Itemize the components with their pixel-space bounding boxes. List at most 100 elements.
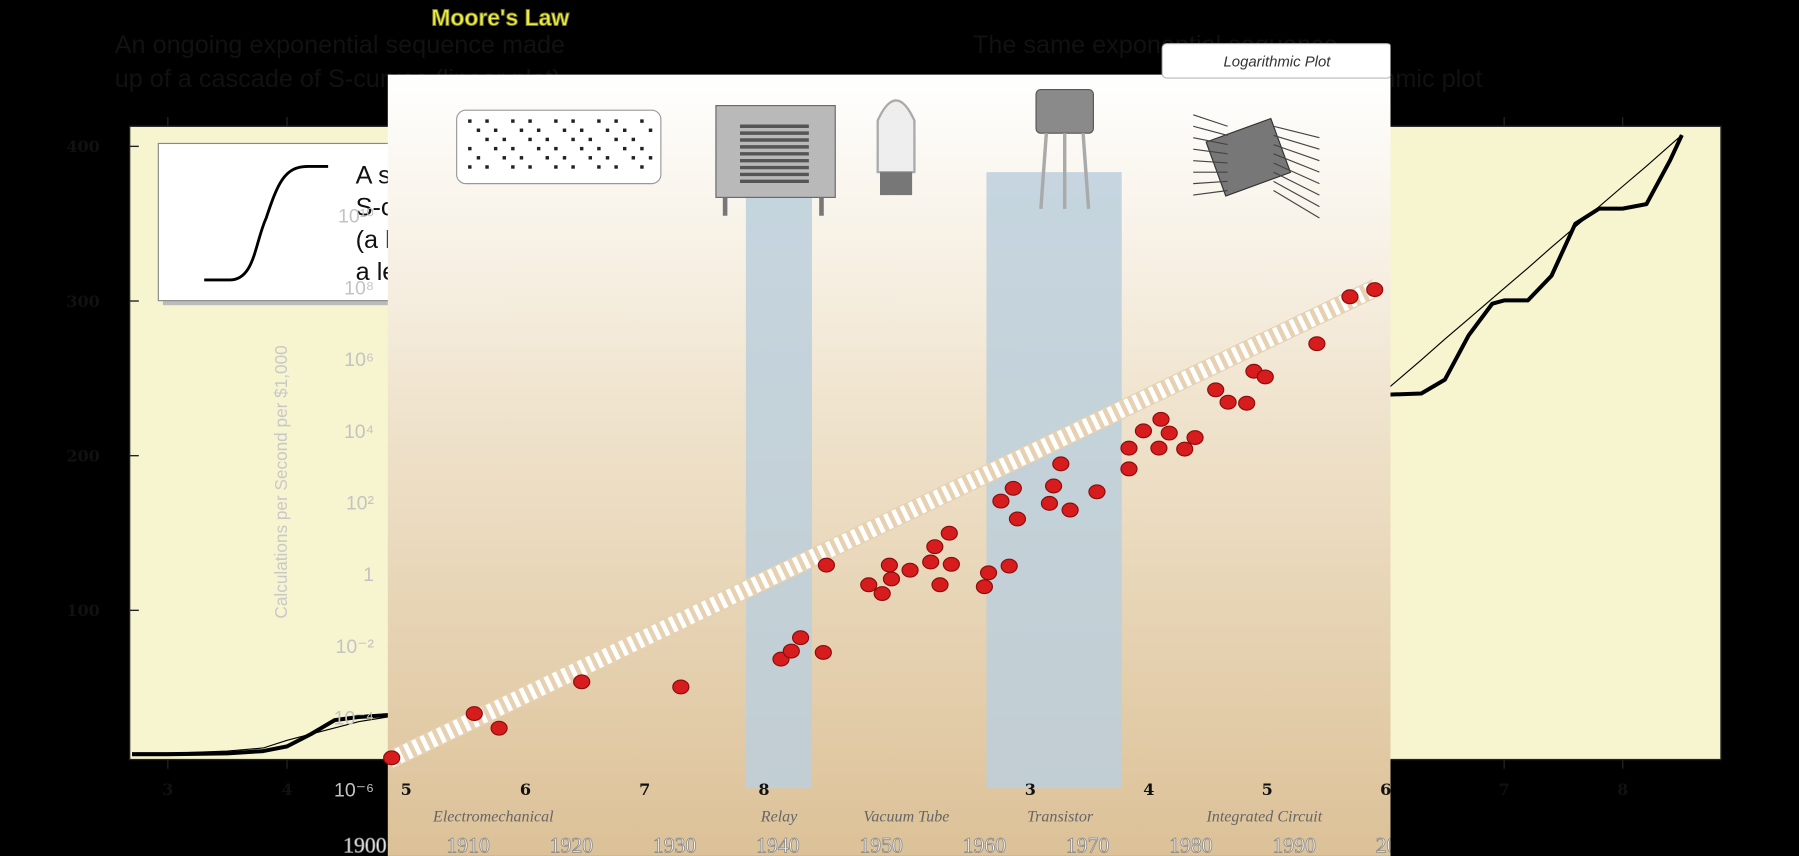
transistor-can bbox=[1035, 88, 1094, 134]
trend-line bbox=[386, 280, 1381, 768]
punch-hole bbox=[528, 165, 532, 169]
ic-wire bbox=[1193, 125, 1228, 136]
data-point bbox=[1040, 495, 1059, 511]
data-point bbox=[940, 525, 958, 541]
legend-icon bbox=[204, 164, 329, 282]
moore-overlay: Electromechanical Relay Vacuum Tube Transis… bbox=[343, 43, 1391, 856]
tube-base bbox=[879, 172, 913, 196]
x-tick-label: 7 bbox=[1499, 780, 1510, 799]
punch-hole bbox=[571, 119, 575, 123]
data-point bbox=[1219, 394, 1237, 410]
ic-wire bbox=[1193, 180, 1228, 185]
punch-hole bbox=[502, 156, 506, 160]
data-point bbox=[490, 720, 508, 736]
ic-wire bbox=[1273, 134, 1320, 150]
data-point bbox=[1004, 480, 1022, 496]
data-point bbox=[1000, 558, 1018, 574]
data-point bbox=[1238, 395, 1256, 411]
punch-hole bbox=[511, 146, 515, 151]
data-point bbox=[1052, 456, 1070, 472]
punch-hole bbox=[597, 146, 601, 151]
punch-hole bbox=[493, 128, 498, 132]
device-images bbox=[456, 88, 1320, 219]
punch-hole bbox=[536, 146, 541, 151]
punch-hole bbox=[614, 119, 618, 123]
data-point bbox=[1088, 484, 1106, 500]
log-y-tick-label: 10⁻² bbox=[336, 636, 375, 658]
subtitle-box bbox=[1161, 43, 1391, 79]
data-point bbox=[1186, 430, 1204, 446]
y-tick-label: 200 bbox=[66, 446, 100, 465]
data-point bbox=[817, 557, 836, 573]
year-label: 1940 bbox=[756, 834, 800, 856]
punch-hole bbox=[597, 165, 601, 169]
transistor-lead bbox=[1039, 133, 1049, 209]
data-point bbox=[860, 577, 878, 593]
punch-hole bbox=[640, 119, 644, 123]
punch-hole bbox=[562, 128, 567, 132]
data-point bbox=[1207, 382, 1225, 398]
punch-hole bbox=[622, 146, 627, 151]
overlay-panel bbox=[387, 74, 1391, 856]
data-point bbox=[1044, 478, 1063, 494]
x-tick-label: 7 bbox=[639, 780, 650, 799]
punch-hole bbox=[511, 119, 515, 123]
punch-hole bbox=[631, 137, 636, 142]
log-y-tick-label: 10⁻⁶ bbox=[334, 779, 374, 801]
punch-hole bbox=[648, 156, 653, 160]
y-tick-label: 100 bbox=[66, 601, 100, 620]
punch-hole bbox=[614, 137, 618, 142]
ic-wire bbox=[1273, 162, 1320, 185]
data-point bbox=[465, 706, 483, 722]
y-tick-label: 300 bbox=[66, 292, 100, 311]
punch-hole bbox=[579, 128, 584, 132]
punch-hole bbox=[571, 137, 575, 142]
punch-hole bbox=[640, 165, 644, 169]
ic-chip bbox=[1205, 117, 1292, 197]
era-label: Transistor bbox=[1027, 809, 1094, 826]
data-point bbox=[672, 679, 690, 695]
log-y-tick-label: 10⁸ bbox=[344, 277, 374, 299]
ic-wire bbox=[1193, 148, 1228, 155]
era-label: Electromechanical bbox=[432, 809, 554, 826]
ic-wire bbox=[1273, 153, 1320, 173]
annotation: An ongoing exponential sequence made bbox=[115, 31, 565, 59]
year-label: 1900 bbox=[343, 834, 387, 856]
data-point bbox=[926, 539, 944, 555]
ic-wire bbox=[1273, 125, 1320, 139]
y-axis-title: Calculations per Second per $1,000 bbox=[271, 345, 291, 618]
x-tick-label: 6 bbox=[1380, 780, 1391, 799]
punch-hole bbox=[528, 119, 532, 123]
data-point bbox=[979, 565, 998, 581]
punch-hole bbox=[468, 146, 472, 151]
punch-hole bbox=[545, 137, 549, 142]
punch-hole bbox=[468, 165, 472, 169]
data-point bbox=[880, 557, 899, 573]
data-point bbox=[1152, 411, 1170, 427]
relay-body bbox=[715, 105, 836, 198]
era-label: Vacuum Tube bbox=[863, 809, 949, 826]
ic-wire bbox=[1193, 160, 1228, 164]
year-label: 1960 bbox=[963, 834, 1007, 856]
vacuum-tube bbox=[876, 99, 916, 174]
year-label: 1930 bbox=[653, 834, 697, 856]
punch-hole bbox=[519, 128, 524, 132]
data-point bbox=[901, 562, 919, 578]
punch-hole bbox=[597, 119, 601, 123]
data-point bbox=[1120, 440, 1138, 456]
x-tick-label: 4 bbox=[281, 780, 292, 799]
punch-hole bbox=[493, 146, 498, 151]
data-point bbox=[1120, 461, 1138, 477]
year-label: 1980 bbox=[1169, 834, 1213, 856]
data-point bbox=[383, 750, 401, 766]
punch-hole bbox=[545, 156, 549, 160]
punch-hole bbox=[476, 128, 481, 132]
data-point bbox=[1061, 502, 1079, 518]
data-point bbox=[782, 643, 800, 659]
punch-hole bbox=[605, 156, 610, 160]
punch-hole bbox=[631, 156, 636, 160]
punch-hole bbox=[622, 128, 627, 132]
punch-hole bbox=[588, 137, 593, 142]
punch-hole bbox=[519, 156, 524, 160]
